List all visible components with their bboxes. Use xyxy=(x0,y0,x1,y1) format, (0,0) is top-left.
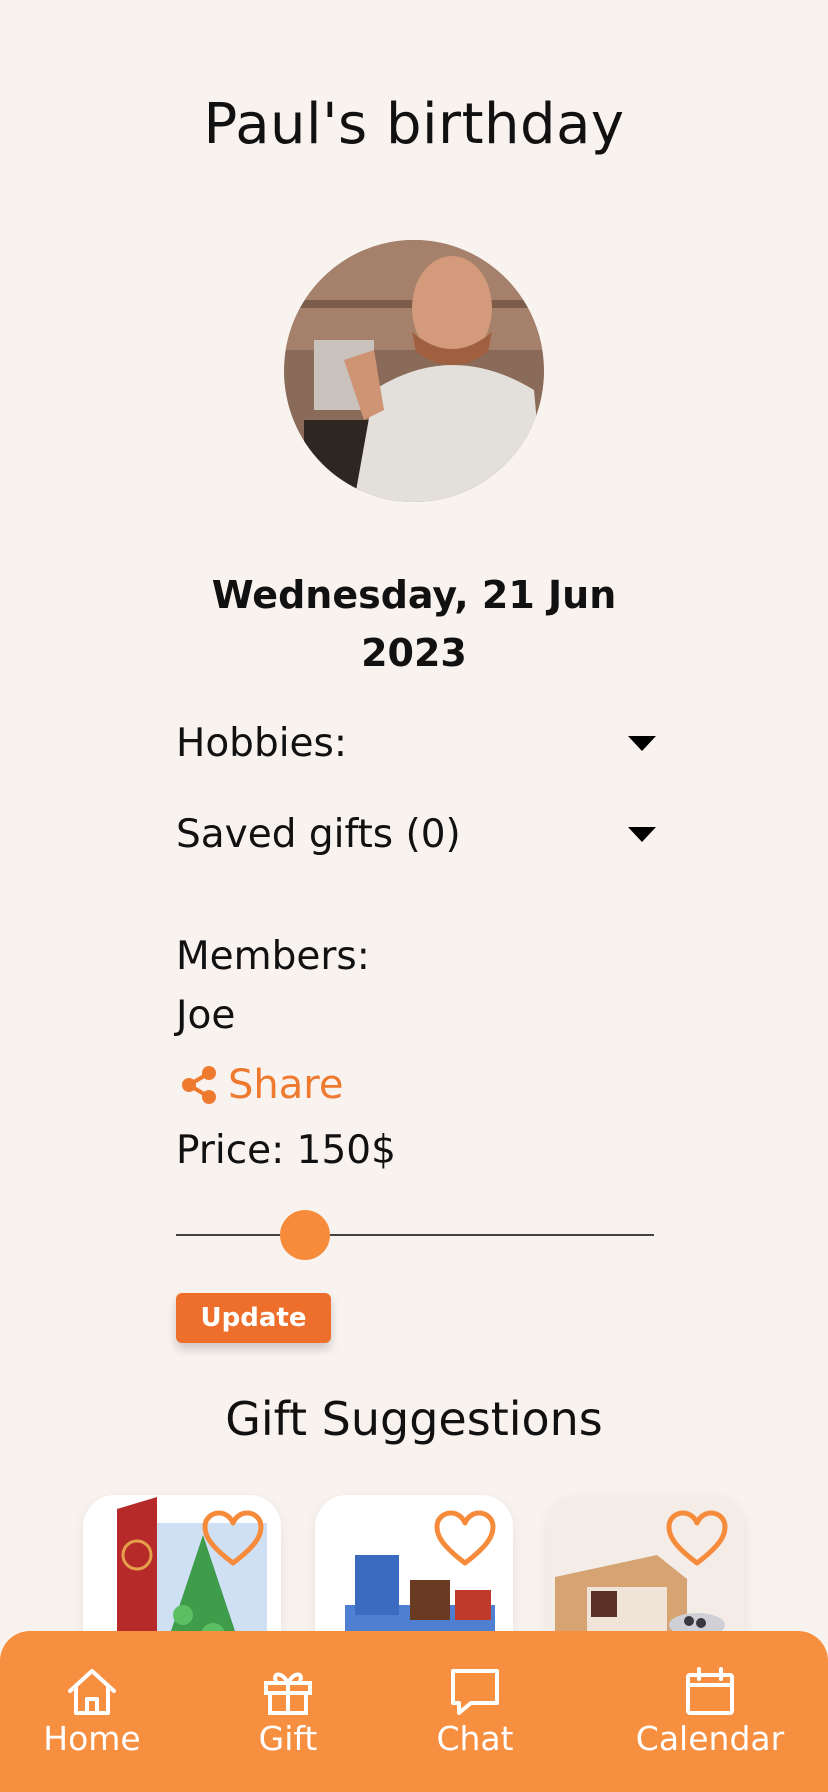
price-slider[interactable] xyxy=(176,1210,654,1260)
share-icon xyxy=(182,1066,216,1104)
nav-calendar[interactable]: Calendar xyxy=(630,1667,790,1758)
nav-calendar-label: Calendar xyxy=(635,1719,785,1758)
nav-home-label: Home xyxy=(43,1719,141,1758)
hobbies-dropdown[interactable]: Hobbies: xyxy=(176,713,656,773)
share-button[interactable]: Share xyxy=(180,1062,343,1108)
nav-gift-label: Gift xyxy=(258,1719,318,1758)
calendar-icon xyxy=(686,1667,734,1715)
price-label: Price: 150$ xyxy=(176,1128,396,1173)
update-button[interactable]: Update xyxy=(176,1293,331,1343)
hobbies-label: Hobbies: xyxy=(176,720,347,766)
nav-home[interactable]: Home xyxy=(43,1667,141,1758)
saved-gifts-label: Saved gifts (0) xyxy=(176,811,461,857)
heart-icon[interactable] xyxy=(665,1509,729,1567)
share-label: Share xyxy=(228,1062,344,1108)
home-icon xyxy=(68,1669,116,1715)
members-label: Members: xyxy=(176,934,370,979)
gift-suggestions-title: Gift Suggestions xyxy=(225,1392,603,1446)
slider-track xyxy=(176,1234,654,1236)
page-title: Paul's birthday xyxy=(203,92,625,157)
nav-chat[interactable]: Chat xyxy=(425,1667,525,1758)
chevron-down-icon xyxy=(628,735,656,751)
nav-chat-label: Chat xyxy=(436,1719,514,1758)
chat-icon xyxy=(451,1669,499,1715)
chevron-down-icon xyxy=(628,826,656,842)
heart-icon[interactable] xyxy=(433,1509,497,1567)
heart-icon[interactable] xyxy=(201,1509,265,1567)
nav-gift[interactable]: Gift xyxy=(238,1667,338,1758)
bottom-nav: Home Gift Chat Calendar xyxy=(0,1631,828,1792)
gift-icon xyxy=(264,1672,312,1715)
event-date: Wednesday, 21 Jun 2023 xyxy=(211,573,617,675)
slider-thumb[interactable] xyxy=(280,1210,331,1260)
member-name: Joe xyxy=(176,993,236,1038)
avatar xyxy=(284,240,544,502)
saved-gifts-dropdown[interactable]: Saved gifts (0) xyxy=(176,804,656,864)
